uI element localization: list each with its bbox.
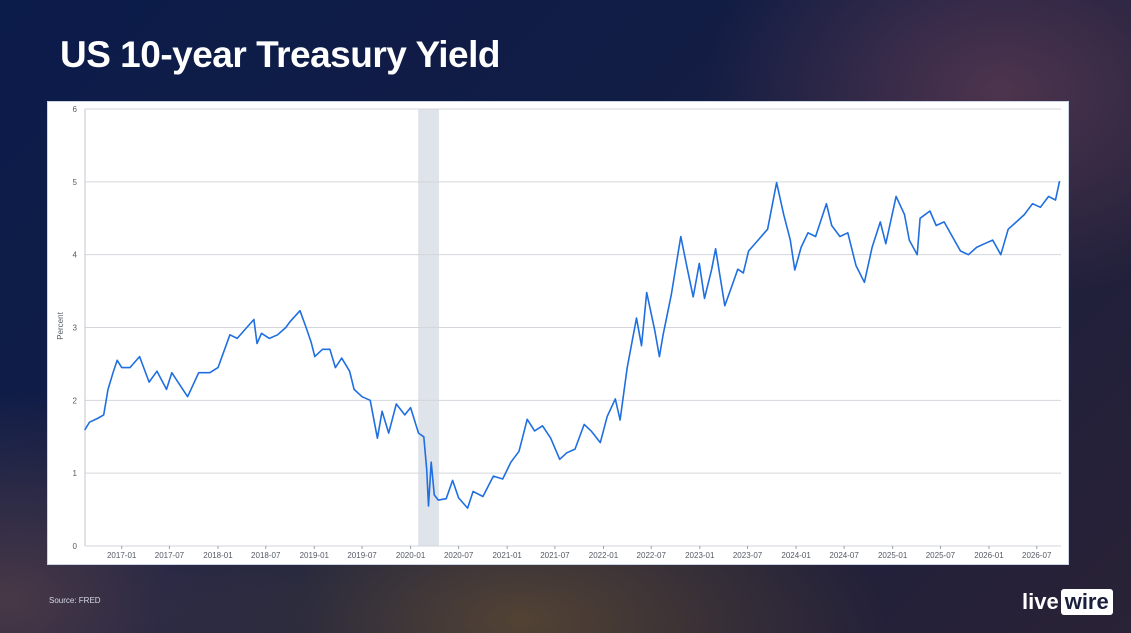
logo-text-live: live [1022, 589, 1059, 614]
x-tick-label: 2025-01 [878, 551, 908, 560]
logo-text-wire: wire [1060, 589, 1113, 615]
x-tick-label: 2019-07 [347, 551, 377, 560]
chart-border [47, 101, 1069, 565]
x-tick-labels: 2017-01 2017-07 2018-01 2018-07 2019-01 2019-… [107, 546, 1052, 560]
page-title: US 10-year Treasury Yield [60, 34, 501, 75]
y-tick-label: 1 [73, 469, 78, 478]
x-tick-label: 2018-01 [203, 551, 233, 560]
y-tick-label: 6 [73, 105, 78, 114]
y-tick-label: 3 [73, 324, 78, 333]
source-note: Source: FRED [49, 596, 101, 605]
x-tick-label: 2024-01 [781, 551, 811, 560]
x-tick-label: 2023-01 [685, 551, 715, 560]
x-tick-label: 2021-01 [492, 551, 522, 560]
chart-panel: 0 1 2 3 4 5 6 2017-01 2017-07 2018-01 2018-07 2019… [47, 101, 1069, 565]
y-axis-label: Percent [56, 311, 65, 339]
x-tick-label: 2019-01 [300, 551, 330, 560]
x-tick-label: 2024-07 [829, 551, 859, 560]
x-tick-label: 2022-01 [589, 551, 619, 560]
series-line-0 [84, 181, 1061, 509]
x-tick-label: 2025-07 [926, 551, 956, 560]
y-tick-label: 5 [73, 178, 78, 187]
y-tick-label: 4 [73, 251, 78, 260]
y-tick-label: 2 [73, 396, 78, 405]
x-tick-label: 2023-07 [733, 551, 763, 560]
x-tick-label: 2026-07 [1022, 551, 1052, 560]
line-chart: 0 1 2 3 4 5 6 2017-01 2017-07 2018-01 2018-07 2019… [47, 101, 1069, 565]
x-tick-label: 2021-07 [540, 551, 570, 560]
x-tick-label: 2022-07 [637, 551, 667, 560]
x-tick-label: 2020-07 [444, 551, 474, 560]
x-tick-label: 2020-01 [396, 551, 426, 560]
series-layer [84, 181, 1061, 509]
y-tick-labels: 0 1 2 3 4 5 6 [73, 105, 78, 551]
y-tick-label: 0 [73, 542, 78, 551]
x-tick-label: 2017-07 [155, 551, 185, 560]
x-tick-label: 2026-01 [974, 551, 1004, 560]
x-tick-label: 2018-07 [251, 551, 281, 560]
x-tick-label: 2017-01 [107, 551, 137, 560]
livewire-logo: live wire [1022, 589, 1113, 615]
